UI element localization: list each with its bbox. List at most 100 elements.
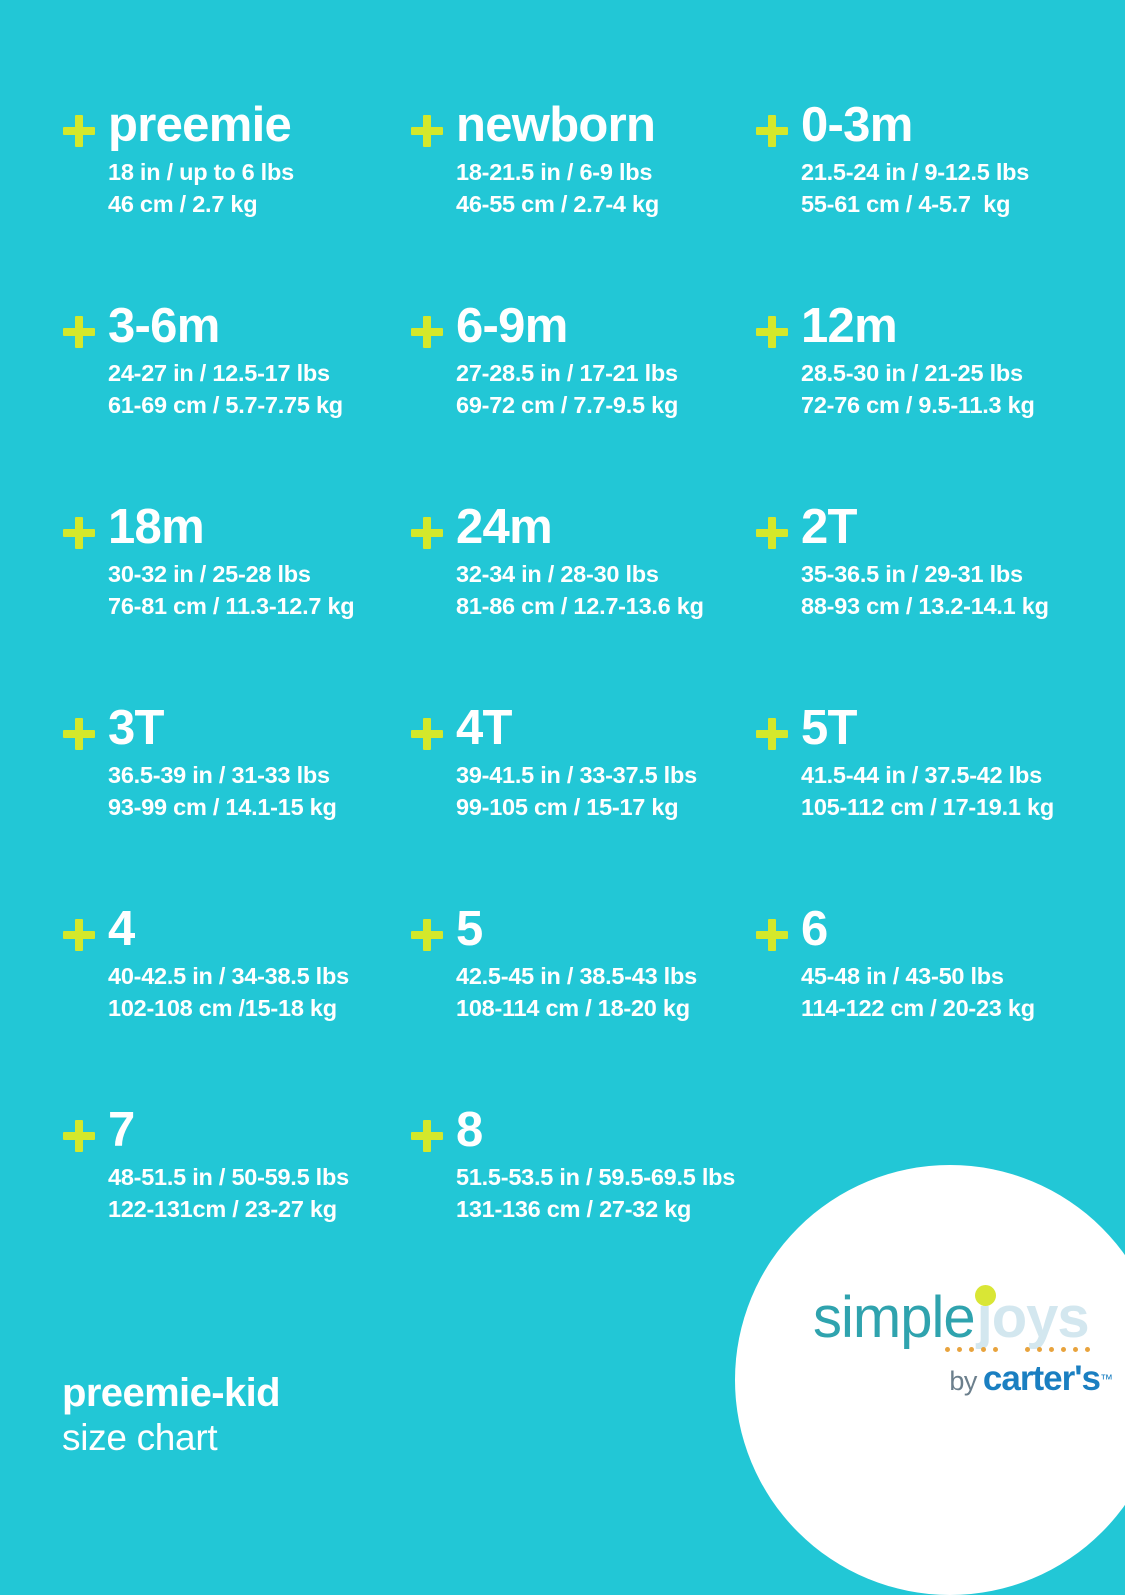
size-label: 24m xyxy=(456,500,553,554)
size-entry: 18m 30-32 in / 25-28 lbs 76-81 cm / 11.3… xyxy=(62,498,410,699)
plus-icon xyxy=(755,918,789,952)
size-measurements: 28.5-30 in / 21-25 lbs 72-76 cm / 9.5-11… xyxy=(755,357,1115,421)
size-imperial: 41.5-44 in / 37.5-42 lbs xyxy=(801,762,1042,788)
brand-logo-wordmark: simplejoys xyxy=(813,1285,1113,1352)
size-measurements: 39-41.5 in / 33-37.5 lbs 99-105 cm / 15-… xyxy=(410,759,755,823)
size-label: 2T xyxy=(801,500,857,554)
size-chart-page: preemie 18 in / up to 6 lbs 46 cm / 2.7 … xyxy=(0,96,1125,1595)
brand-logo: simplejoys by carter's™ xyxy=(813,1285,1113,1399)
size-entry: 3T 36.5-39 in / 31-33 lbs 93-99 cm / 14.… xyxy=(62,699,410,900)
size-entry: 4 40-42.5 in / 34-38.5 lbs 102-108 cm /1… xyxy=(62,900,410,1101)
size-entry: 6 45-48 in / 43-50 lbs 114-122 cm / 20-2… xyxy=(755,900,1115,1101)
brand-logo-byline: by carter's™ xyxy=(813,1359,1113,1399)
logo-dotted-underline-icon xyxy=(945,1347,1100,1354)
size-entry: 12m 28.5-30 in / 21-25 lbs 72-76 cm / 9.… xyxy=(755,297,1115,498)
plus-icon xyxy=(62,918,96,952)
plus-icon xyxy=(755,717,789,751)
size-imperial: 18-21.5 in / 6-9 lbs xyxy=(456,159,653,185)
footer-title-main: preemie-kid xyxy=(62,1371,281,1415)
size-measurements: 18-21.5 in / 6-9 lbs 46-55 cm / 2.7-4 kg xyxy=(410,156,755,220)
plus-icon xyxy=(410,114,444,148)
size-measurements: 36.5-39 in / 31-33 lbs 93-99 cm / 14.1-1… xyxy=(62,759,410,823)
size-imperial: 39-41.5 in / 33-37.5 lbs xyxy=(456,762,697,788)
size-label: 6-9m xyxy=(456,299,568,353)
size-metric: 76-81 cm / 11.3-12.7 kg xyxy=(108,593,355,619)
size-metric: 114-122 cm / 20-23 kg xyxy=(801,995,1035,1021)
size-entry: 5T 41.5-44 in / 37.5-42 lbs 105-112 cm /… xyxy=(755,699,1115,900)
size-imperial: 51.5-53.5 in / 59.5-69.5 lbs xyxy=(456,1164,736,1190)
size-measurements: 18 in / up to 6 lbs 46 cm / 2.7 kg xyxy=(62,156,410,220)
size-metric: 72-76 cm / 9.5-11.3 kg xyxy=(801,392,1035,418)
size-entry: preemie 18 in / up to 6 lbs 46 cm / 2.7 … xyxy=(62,96,410,297)
size-label: 5T xyxy=(801,701,857,755)
size-entry: 4T 39-41.5 in / 33-37.5 lbs 99-105 cm / … xyxy=(410,699,755,900)
size-measurements: 21.5-24 in / 9-12.5 lbs 55-61 cm / 4-5.7… xyxy=(755,156,1115,220)
size-entry: 2T 35-36.5 in / 29-31 lbs 88-93 cm / 13.… xyxy=(755,498,1115,699)
size-entry: 6-9m 27-28.5 in / 17-21 lbs 69-72 cm / 7… xyxy=(410,297,755,498)
plus-icon xyxy=(410,1119,444,1153)
size-entry: 3-6m 24-27 in / 12.5-17 lbs 61-69 cm / 5… xyxy=(62,297,410,498)
size-imperial: 30-32 in / 25-28 lbs xyxy=(108,561,311,587)
size-measurements: 41.5-44 in / 37.5-42 lbs 105-112 cm / 17… xyxy=(755,759,1115,823)
size-metric: 61-69 cm / 5.7-7.75 kg xyxy=(108,392,343,418)
size-label: 0-3m xyxy=(801,98,913,152)
size-label: 8 xyxy=(456,1103,483,1157)
size-imperial: 32-34 in / 28-30 lbs xyxy=(456,561,659,587)
plus-icon xyxy=(755,114,789,148)
size-imperial: 18 in / up to 6 lbs xyxy=(108,159,294,185)
size-measurements: 32-34 in / 28-30 lbs 81-86 cm / 12.7-13.… xyxy=(410,558,755,622)
size-metric: 108-114 cm / 18-20 kg xyxy=(456,995,690,1021)
trademark-icon: ™ xyxy=(1100,1371,1113,1387)
size-metric: 88-93 cm / 13.2-14.1 kg xyxy=(801,593,1049,619)
size-imperial: 24-27 in / 12.5-17 lbs xyxy=(108,360,330,386)
plus-icon xyxy=(410,315,444,349)
size-metric: 99-105 cm / 15-17 kg xyxy=(456,794,679,820)
size-imperial: 28.5-30 in / 21-25 lbs xyxy=(801,360,1023,386)
size-label: 6 xyxy=(801,902,828,956)
size-imperial: 42.5-45 in / 38.5-43 lbs xyxy=(456,963,697,989)
size-entry: 24m 32-34 in / 28-30 lbs 81-86 cm / 12.7… xyxy=(410,498,755,699)
size-metric: 93-99 cm / 14.1-15 kg xyxy=(108,794,337,820)
size-metric: 46-55 cm / 2.7-4 kg xyxy=(456,191,659,217)
footer-title-sub: size chart xyxy=(62,1417,218,1458)
plus-icon xyxy=(62,1119,96,1153)
size-label: newborn xyxy=(456,98,656,152)
size-metric: 122-131cm / 23-27 kg xyxy=(108,1196,337,1222)
plus-icon xyxy=(755,516,789,550)
size-grid: preemie 18 in / up to 6 lbs 46 cm / 2.7 … xyxy=(0,96,1125,1302)
size-measurements: 30-32 in / 25-28 lbs 76-81 cm / 11.3-12.… xyxy=(62,558,410,622)
size-metric: 69-72 cm / 7.7-9.5 kg xyxy=(456,392,679,418)
size-measurements: 51.5-53.5 in / 59.5-69.5 lbs 131-136 cm … xyxy=(410,1161,755,1225)
size-imperial: 36.5-39 in / 31-33 lbs xyxy=(108,762,330,788)
size-metric: 81-86 cm / 12.7-13.6 kg xyxy=(456,593,704,619)
size-label: 3-6m xyxy=(108,299,220,353)
size-entry: 8 51.5-53.5 in / 59.5-69.5 lbs 131-136 c… xyxy=(410,1101,755,1302)
size-entry: newborn 18-21.5 in / 6-9 lbs 46-55 cm / … xyxy=(410,96,755,297)
size-measurements: 45-48 in / 43-50 lbs 114-122 cm / 20-23 … xyxy=(755,960,1115,1024)
plus-icon xyxy=(62,315,96,349)
size-label: 12m xyxy=(801,299,898,353)
footer-title: preemie-kid size chart xyxy=(62,1370,281,1460)
plus-icon xyxy=(62,717,96,751)
size-measurements: 48-51.5 in / 50-59.5 lbs 122-131cm / 23-… xyxy=(62,1161,410,1225)
size-measurements: 35-36.5 in / 29-31 lbs 88-93 cm / 13.2-1… xyxy=(755,558,1115,622)
size-measurements: 27-28.5 in / 17-21 lbs 69-72 cm / 7.7-9.… xyxy=(410,357,755,421)
size-imperial: 45-48 in / 43-50 lbs xyxy=(801,963,1004,989)
size-metric: 55-61 cm / 4-5.7 kg xyxy=(801,191,1011,217)
size-metric: 105-112 cm / 17-19.1 kg xyxy=(801,794,1054,820)
plus-icon xyxy=(62,114,96,148)
size-entry: 0-3m 21.5-24 in / 9-12.5 lbs 55-61 cm / … xyxy=(755,96,1115,297)
size-label: 3T xyxy=(108,701,164,755)
plus-icon xyxy=(62,516,96,550)
size-metric: 46 cm / 2.7 kg xyxy=(108,191,258,217)
logo-word-carters: carter's xyxy=(982,1359,1101,1398)
size-entry: 7 48-51.5 in / 50-59.5 lbs 122-131cm / 2… xyxy=(62,1101,410,1302)
size-measurements: 42.5-45 in / 38.5-43 lbs 108-114 cm / 18… xyxy=(410,960,755,1024)
size-label: 4 xyxy=(108,902,135,956)
size-imperial: 40-42.5 in / 34-38.5 lbs xyxy=(108,963,349,989)
size-metric: 102-108 cm /15-18 kg xyxy=(108,995,337,1021)
plus-icon xyxy=(410,918,444,952)
size-measurements: 40-42.5 in / 34-38.5 lbs 102-108 cm /15-… xyxy=(62,960,410,1024)
size-measurements: 24-27 in / 12.5-17 lbs 61-69 cm / 5.7-7.… xyxy=(62,357,410,421)
size-label: 7 xyxy=(108,1103,135,1157)
